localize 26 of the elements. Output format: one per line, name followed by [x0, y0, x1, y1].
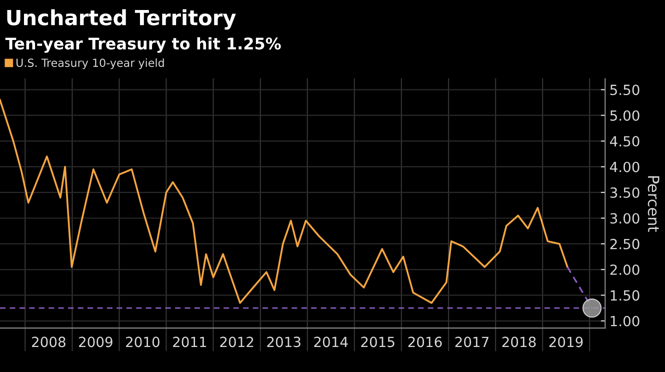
y-tick-label: 3.50	[610, 187, 640, 198]
y-tick-label: 5.00	[610, 110, 640, 121]
y-tick-label: 4.00	[610, 162, 640, 172]
x-tick-label: 2015	[361, 336, 394, 348]
x-tick-label: 2009	[79, 336, 112, 348]
y-tick-label: 4.50	[610, 136, 640, 147]
x-tick-label: 2017	[455, 336, 488, 348]
x-tick-label: 2013	[267, 336, 300, 348]
x-tick-label: 2014	[314, 336, 348, 348]
y-tick-label: 2.50	[610, 238, 640, 250]
legend-label: U.S. Treasury 10-year yield	[16, 58, 164, 70]
x-tick-label: 2016	[408, 336, 442, 348]
x-tick-label: 2008	[32, 336, 66, 348]
x-tick-label: 2018	[502, 336, 536, 348]
chart-title: Uncharted Territory	[7, 9, 236, 30]
y-tick-label: 2.00	[610, 264, 640, 275]
chart-subtitle: Ten-year Treasury to hit 1.25%	[5, 37, 281, 53]
x-tick-label: 2011	[173, 336, 206, 348]
y-tick-label: 1.50	[610, 290, 640, 301]
x-tick-label: 2010	[126, 336, 160, 348]
y-axis-title: Percent	[648, 176, 660, 232]
y-tick-label: 1.00	[610, 316, 640, 326]
y-tick-label: 3.00	[610, 213, 640, 224]
x-tick-label: 2019	[549, 336, 583, 348]
x-tick-label: 2012	[220, 336, 254, 348]
y-tick-label: 5.50	[610, 84, 640, 96]
